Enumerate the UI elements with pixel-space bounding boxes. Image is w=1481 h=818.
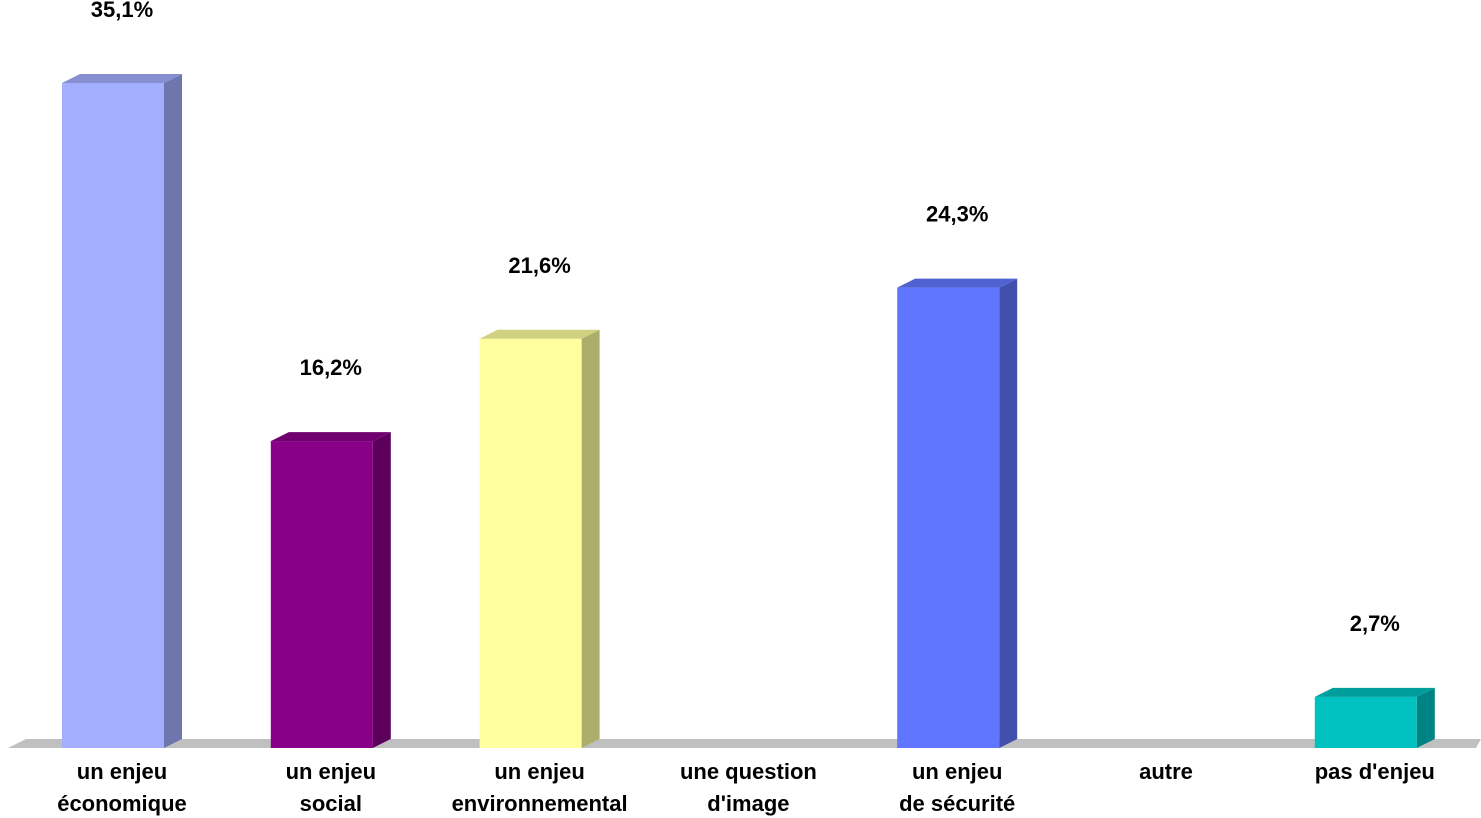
bar-side-2 xyxy=(581,329,600,748)
data-label-1: 16,2% xyxy=(300,355,362,380)
bar-0 xyxy=(62,74,182,748)
category-label-0: un enjeu économique xyxy=(57,759,187,816)
bar-side-6 xyxy=(1416,687,1435,748)
bar-6 xyxy=(1314,687,1435,748)
category-label-6: pas d'enjeu xyxy=(1315,759,1435,784)
data-label-6: 2,7% xyxy=(1350,611,1400,636)
data-label-2: 21,6% xyxy=(508,253,570,278)
bar-top-2 xyxy=(479,329,600,339)
data-labels-layer: 35,1% 16,2% 21,6% 24,3% 2,7% xyxy=(91,0,1400,636)
data-label-0: 35,1% xyxy=(91,0,153,22)
bars-layer xyxy=(62,74,1435,748)
bar-front-4 xyxy=(897,287,1000,748)
data-label-4: 24,3% xyxy=(926,202,988,227)
bar-top-0 xyxy=(62,74,182,83)
bar-front-2 xyxy=(479,338,582,748)
bar-top-6 xyxy=(1314,687,1435,697)
bar-1 xyxy=(270,432,391,748)
bar-top-4 xyxy=(897,278,1018,288)
bar-top-1 xyxy=(270,432,391,442)
bar-side-4 xyxy=(999,278,1018,748)
category-label-3: une question d'image xyxy=(680,759,817,816)
bar-2 xyxy=(479,329,600,748)
bar-front-0 xyxy=(62,83,164,748)
category-label-4: un enjeu de sécurité xyxy=(899,759,1015,816)
category-labels-layer: un enjeu économique un enjeu social un enjeu… xyxy=(57,759,1435,816)
chart-floor-layer xyxy=(8,739,1481,748)
bar-side-0 xyxy=(164,74,182,748)
chart-floor xyxy=(8,739,1481,748)
bar-4 xyxy=(897,278,1018,748)
category-label-1: un enjeu social xyxy=(286,759,376,816)
category-label-5: autre xyxy=(1139,759,1193,784)
bar-front-1 xyxy=(270,441,373,748)
category-label-2: un enjeu environnemental xyxy=(452,759,628,816)
bar-side-1 xyxy=(372,432,391,748)
bar-front-6 xyxy=(1314,696,1417,748)
